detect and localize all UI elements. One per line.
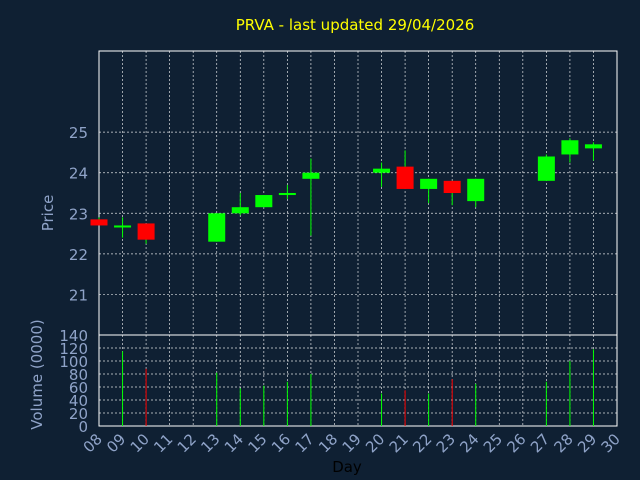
price-axis-label: Price — [39, 195, 57, 232]
price-panel: 21 22 23 24 25 Price — [39, 50, 618, 336]
candle-body — [231, 207, 249, 214]
candle-body — [467, 178, 485, 202]
price-tick-label: 24 — [69, 165, 88, 183]
volume-tick-label: 120 — [59, 340, 88, 358]
volume-tick-label: 60 — [69, 379, 88, 397]
candle-body — [278, 193, 296, 196]
volume-tick-label: 20 — [69, 405, 88, 423]
candle-body — [443, 180, 461, 193]
candle-body — [420, 178, 438, 189]
candle-body — [584, 144, 602, 149]
price-tick-label: 25 — [69, 124, 88, 142]
candle-body — [114, 225, 132, 228]
volume-axis-label: Volume (0000) — [28, 319, 46, 429]
x-axis-label: Day — [332, 458, 362, 476]
candle-body — [537, 156, 555, 181]
price-tick-label: 21 — [69, 286, 88, 304]
price-tick-label: 23 — [69, 205, 88, 223]
candle-body — [137, 223, 155, 240]
candle-body — [90, 219, 108, 226]
candle-body — [302, 172, 320, 179]
volume-tick-label: 140 — [59, 327, 88, 345]
price-tick-label: 22 — [69, 246, 88, 264]
candle-body — [255, 195, 273, 208]
volume-tick-label: 100 — [59, 353, 88, 371]
candle-body — [373, 168, 391, 173]
volume-tick-label: 0 — [78, 418, 88, 436]
candle-body — [396, 166, 414, 189]
chart-title: PRVA - last updated 29/04/2026 — [236, 16, 475, 34]
candle-body — [561, 140, 579, 155]
volume-tick-label: 40 — [69, 392, 88, 410]
volume-tick-label: 80 — [69, 366, 88, 384]
candle-body — [208, 213, 226, 242]
